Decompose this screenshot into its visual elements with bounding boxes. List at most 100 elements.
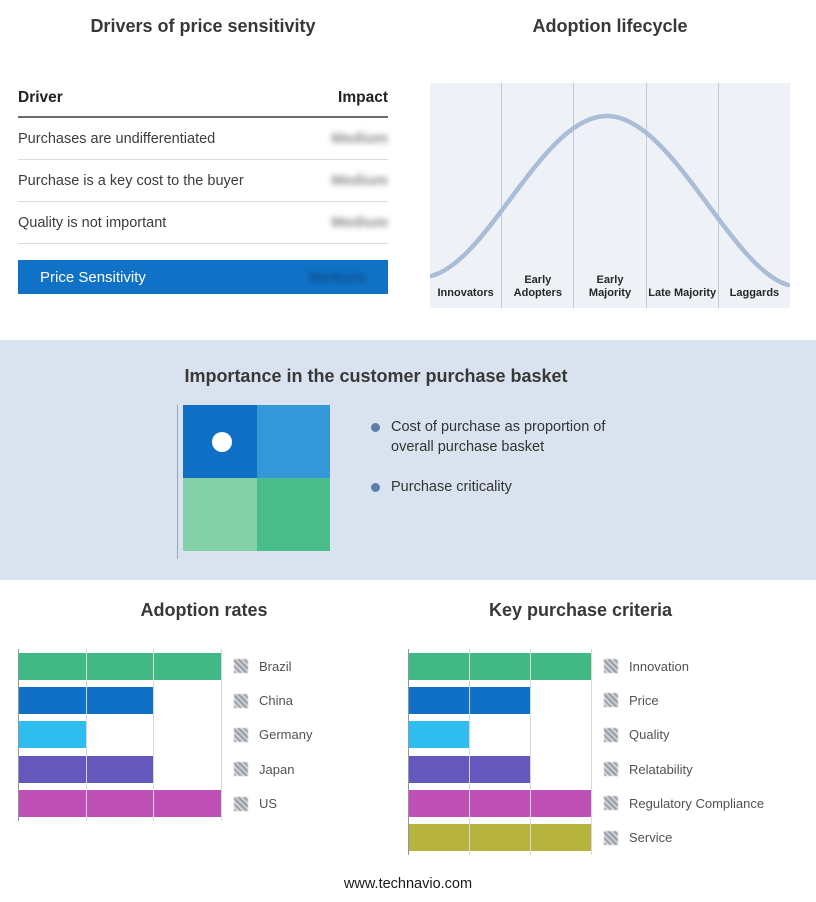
lifecycle-stage-column: Early Majority (573, 83, 645, 308)
bar-service (409, 824, 592, 852)
legend-item: China (234, 693, 312, 708)
bar-row (409, 824, 592, 852)
bar-plot (408, 649, 592, 855)
legend-swatch-icon (234, 796, 248, 811)
bar-row (409, 755, 592, 783)
impact-cell: Medium (331, 214, 388, 231)
legend-label: Relatability (629, 761, 693, 777)
legend-item: Price (604, 693, 764, 708)
quadrant-axis-line (177, 405, 178, 559)
bar-row (19, 790, 222, 818)
chart-legend: Brazil China Germany Japan US (234, 649, 312, 821)
legend-label: Price (629, 692, 659, 708)
bullet-text: Cost of purchase as proportion of overal… (391, 419, 606, 455)
gridline (221, 649, 222, 821)
legend-label: Brazil (259, 658, 292, 674)
adoption-lifecycle-section: Adoption lifecycle Innovators Early Adop… (430, 16, 790, 308)
gridline (153, 649, 155, 821)
legend-label: Innovation (629, 658, 689, 674)
bell-curve-icon (430, 113, 790, 288)
lifecycle-stage-column: Late Majority (645, 83, 718, 308)
table-row: Quality is not important Medium (18, 202, 388, 244)
legend-label: Japan (259, 761, 295, 777)
driver-cell: Purchase is a key cost to the buyer (18, 172, 244, 189)
legend-item: Service (604, 830, 764, 845)
legend-swatch-icon (234, 659, 248, 674)
legend-swatch-icon (234, 762, 248, 777)
impact-cell: Medium (331, 130, 388, 147)
legend-swatch-icon (604, 727, 618, 742)
bar-row (19, 652, 222, 680)
bullet-item: Purchase criticality (371, 478, 641, 498)
legend-item: Innovation (604, 659, 764, 674)
adoption-rates-chart: Adoption rates Brazil China Germany Japan US (18, 600, 390, 821)
stage-label: Laggards (729, 287, 780, 300)
bell-curve-path (430, 113, 790, 288)
price-sensitivity-bar: Price Sensitivity Medium (18, 260, 388, 294)
legend-label: Service (629, 830, 673, 846)
legend-label: Quality (629, 727, 670, 743)
summary-impact: Medium (309, 268, 366, 286)
table-row: Purchase is a key cost to the buyer Medi… (18, 160, 388, 202)
legend-swatch-icon (234, 727, 248, 742)
stage-label: Innovators (437, 287, 494, 300)
table-row: Purchases are undifferentiated Medium (18, 118, 388, 160)
gridline (85, 649, 87, 821)
chart-title-adoption-rates: Adoption rates (140, 600, 268, 620)
bar-price (409, 686, 531, 714)
bar-plot (18, 649, 222, 821)
bar-quality (409, 721, 470, 749)
lifecycle-chart: Innovators Early Adopters Early Majority… (430, 83, 790, 308)
legend-item: Regulatory Compliance (604, 796, 764, 811)
legend-item: Brazil (234, 659, 312, 674)
legend-swatch-icon (604, 762, 618, 777)
quadrant-cell (256, 478, 330, 551)
chart-title-key-purchase-criteria: Key purchase criteria (488, 600, 673, 620)
impact-cell: Medium (331, 172, 388, 189)
quadrant-grid (183, 405, 330, 551)
legend-swatch-icon (604, 693, 618, 708)
bar-china (19, 687, 155, 715)
bullet-list: Cost of purchase as proportion of overal… (371, 418, 641, 519)
legend-item: Japan (234, 762, 312, 777)
legend-label: Germany (259, 727, 313, 743)
chart-legend: Innovation Price Quality Relatability Regula… (604, 649, 764, 855)
bar-japan (19, 755, 155, 783)
legend-item: US (234, 796, 312, 811)
gridline (591, 649, 592, 855)
column-header-impact: Impact (338, 89, 388, 106)
driver-cell: Purchases are undifferentiated (18, 130, 216, 147)
legend-label: China (259, 693, 293, 709)
bar-row (19, 721, 222, 749)
gridline (529, 649, 531, 855)
driver-cell: Quality is not important (18, 214, 167, 231)
legend-label: US (259, 796, 278, 812)
purchase-basket-quadrant (177, 405, 330, 559)
legend-item: Germany (234, 727, 312, 742)
website-link: www.technavio.com (343, 876, 473, 892)
quadrant-cell (183, 478, 257, 551)
lifecycle-stage-column: Innovators (430, 83, 501, 308)
legend-swatch-icon (604, 659, 618, 674)
stage-label: Early Majority (588, 273, 632, 300)
section-title-basket: Importance in the customer purchase bask… (184, 366, 568, 386)
stage-label: Early Adopters (513, 273, 562, 300)
summary-label: Price Sensitivity (40, 268, 146, 286)
bar-row (409, 652, 592, 680)
bullet-icon (371, 483, 380, 493)
bullet-text: Purchase criticality (391, 479, 512, 496)
bar-germany (19, 721, 87, 749)
gridline (468, 649, 470, 855)
legend-label: Regulatory Compliance (629, 795, 765, 811)
legend-swatch-icon (604, 796, 618, 811)
position-marker-dot (212, 432, 232, 452)
bullet-icon (371, 423, 380, 432)
bar-row (409, 789, 592, 817)
legend-item: Relatability (604, 762, 764, 777)
lifecycle-stage-column: Early Adopters (501, 83, 573, 308)
column-header-driver: Driver (18, 89, 63, 106)
quadrant-cell (256, 405, 330, 478)
section-title-lifecycle: Adoption lifecycle (532, 16, 688, 36)
bar-brazil (19, 652, 222, 680)
drivers-of-price-sensitivity-section: Drivers of price sensitivity Driver Impa… (18, 16, 388, 294)
